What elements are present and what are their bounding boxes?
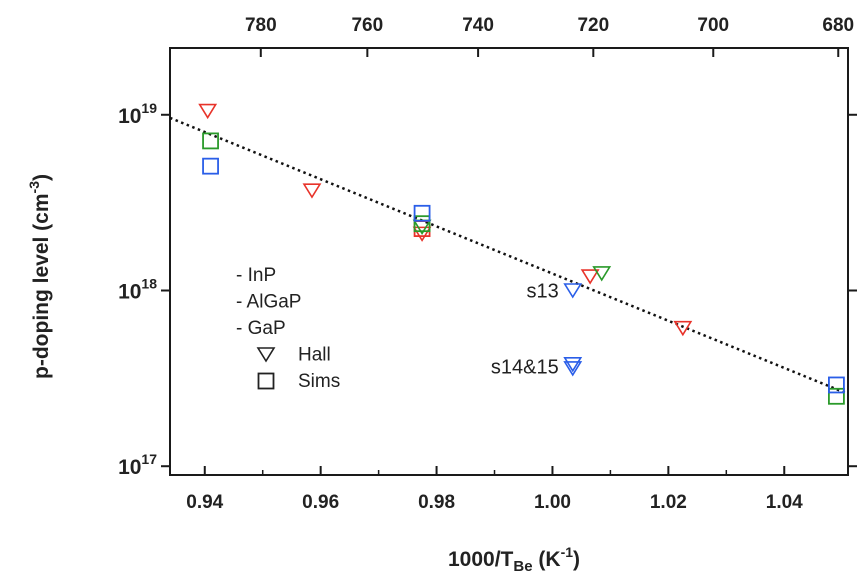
point-algap-sims bbox=[413, 215, 431, 233]
legend-sims-icon bbox=[257, 372, 275, 390]
legend: - InP - AlGaP - GaP Hall Sims bbox=[236, 265, 340, 392]
point-gap-hall bbox=[563, 361, 583, 377]
point-inp-hall bbox=[302, 183, 322, 199]
legend-label: - AlGaP bbox=[236, 292, 301, 313]
point-gap-hall bbox=[563, 283, 583, 299]
top-tick-label: 680 bbox=[822, 15, 854, 36]
y-tick-label: 1017 bbox=[118, 451, 157, 479]
point-algap-sims bbox=[828, 387, 845, 405]
fit-line-group bbox=[169, 116, 849, 396]
legend-label: - GaP bbox=[236, 318, 286, 339]
x-tick-label: 0.98 bbox=[418, 492, 455, 513]
top-tick-label: 700 bbox=[697, 15, 729, 36]
annotation-label: s13 bbox=[526, 280, 558, 302]
y-tick-label: 1018 bbox=[118, 275, 157, 303]
x-tick-label: 0.94 bbox=[186, 492, 223, 513]
data-points bbox=[198, 103, 845, 405]
top-tick-label: 740 bbox=[462, 15, 494, 36]
point-algap-hall bbox=[592, 266, 612, 282]
point-algap-sims bbox=[202, 132, 219, 150]
x-tick-label: 1.02 bbox=[650, 492, 687, 513]
legend-label: Hall bbox=[298, 345, 331, 366]
x-tick-label: 1.00 bbox=[534, 492, 571, 513]
x-tick-label: 0.96 bbox=[302, 492, 339, 513]
y-axis-label: p-doping level (cm-3) bbox=[26, 174, 53, 379]
legend-label: - InP bbox=[236, 265, 276, 286]
legend-hall-icon bbox=[256, 347, 276, 363]
legend-label: Sims bbox=[298, 371, 340, 392]
top-tick-label: 760 bbox=[351, 15, 383, 36]
y-tick-label: 1019 bbox=[118, 100, 157, 128]
axis-labels: 0.94 0.96 0.98 1.00 1.02 1.04 780 760 740 720 700 6… bbox=[26, 15, 854, 575]
x-tick-label: 1.04 bbox=[766, 492, 803, 513]
point-inp-hall bbox=[412, 226, 432, 242]
fit-line bbox=[169, 116, 849, 396]
point-gap-sims bbox=[202, 157, 219, 175]
top-tick-label: 720 bbox=[577, 15, 609, 36]
annotation-label: s14&15 bbox=[491, 356, 559, 378]
point-gap-hall bbox=[563, 357, 583, 373]
point-inp-hall bbox=[580, 269, 600, 285]
point-inp-hall bbox=[198, 103, 218, 120]
point-gap-sims bbox=[413, 204, 431, 222]
x-axis-label: 1000/TBe (K-1) bbox=[448, 544, 580, 575]
annotations: s13 s14&15 bbox=[491, 280, 559, 378]
point-gap-sims bbox=[828, 376, 845, 394]
plot-frame bbox=[169, 47, 849, 476]
point-inp-hall bbox=[673, 320, 693, 337]
top-tick-label: 780 bbox=[245, 15, 277, 36]
axis-ticks bbox=[161, 48, 857, 475]
